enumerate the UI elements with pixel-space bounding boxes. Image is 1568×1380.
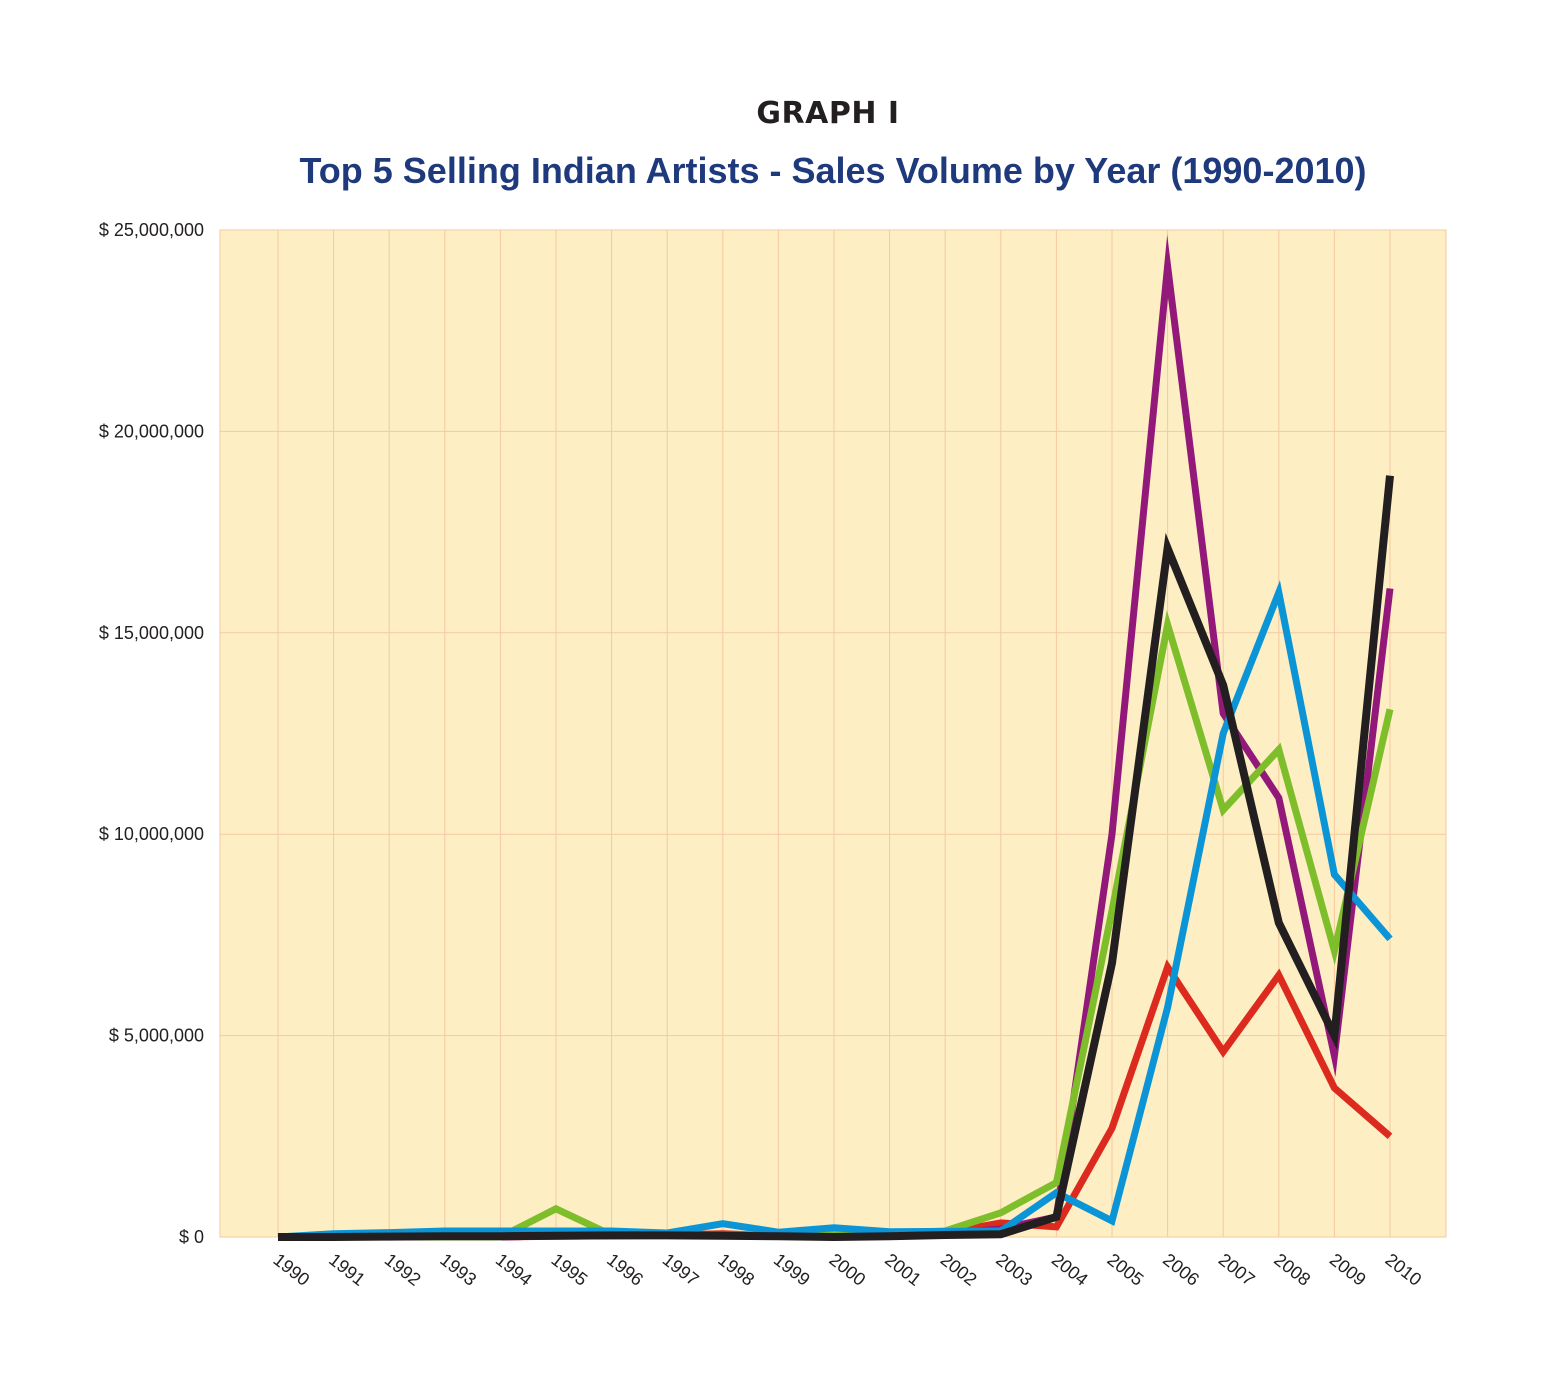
y-tick-label: $ 0 — [179, 1227, 204, 1247]
y-tick-label: $ 15,000,000 — [99, 623, 204, 643]
x-tick-label: 2005 — [1104, 1249, 1148, 1289]
x-tick-label: 2002 — [937, 1249, 981, 1289]
y-tick-label: $ 25,000,000 — [99, 220, 204, 240]
series-line-4 — [277, 580, 1393, 1241]
x-tick-label: 2007 — [1215, 1249, 1259, 1289]
x-tick-label: 1990 — [270, 1249, 314, 1289]
plot-area — [220, 230, 1446, 1237]
y-tick-label: $ 20,000,000 — [99, 421, 204, 441]
x-tick-label: 2003 — [992, 1249, 1036, 1289]
chart-title: Top 5 Selling Indian Artists - Sales Vol… — [299, 150, 1367, 191]
x-tick-label: 1996 — [603, 1249, 647, 1289]
x-tick-label: 1993 — [436, 1249, 480, 1289]
x-tick-label: 1992 — [381, 1249, 425, 1289]
x-axis: 1990 1991 1992 1993 1994 1995 1996 1997 1998 1999… — [270, 1249, 1426, 1289]
x-tick-label: 2008 — [1270, 1249, 1314, 1289]
x-tick-label: 1991 — [325, 1249, 369, 1289]
x-tick-label: 2001 — [881, 1249, 925, 1289]
x-tick-label: 2006 — [1159, 1249, 1203, 1289]
series-line-5 — [278, 475, 1394, 1242]
series-lines — [277, 234, 1394, 1242]
x-tick-label: 1995 — [548, 1249, 592, 1289]
y-tick-label: $ 5,000,000 — [109, 1026, 204, 1046]
x-tick-label: 1999 — [770, 1249, 814, 1289]
x-tick-label: 2004 — [1048, 1249, 1092, 1289]
x-tick-label: 1997 — [659, 1249, 703, 1289]
x-tick-label: 1998 — [714, 1249, 758, 1289]
x-tick-label: 2009 — [1326, 1249, 1370, 1289]
x-tick-label: 1994 — [492, 1249, 536, 1289]
y-tick-label: $ 10,000,000 — [99, 824, 204, 844]
graph-label: GRAPH I — [756, 96, 900, 131]
grid — [219, 229, 1447, 1238]
y-axis: $ 0 $ 5,000,000 $ 10,000,000 $ 15,000,000 $ … — [99, 220, 204, 1247]
x-tick-label: 2010 — [1382, 1249, 1426, 1289]
x-tick-label: 2000 — [826, 1249, 870, 1289]
